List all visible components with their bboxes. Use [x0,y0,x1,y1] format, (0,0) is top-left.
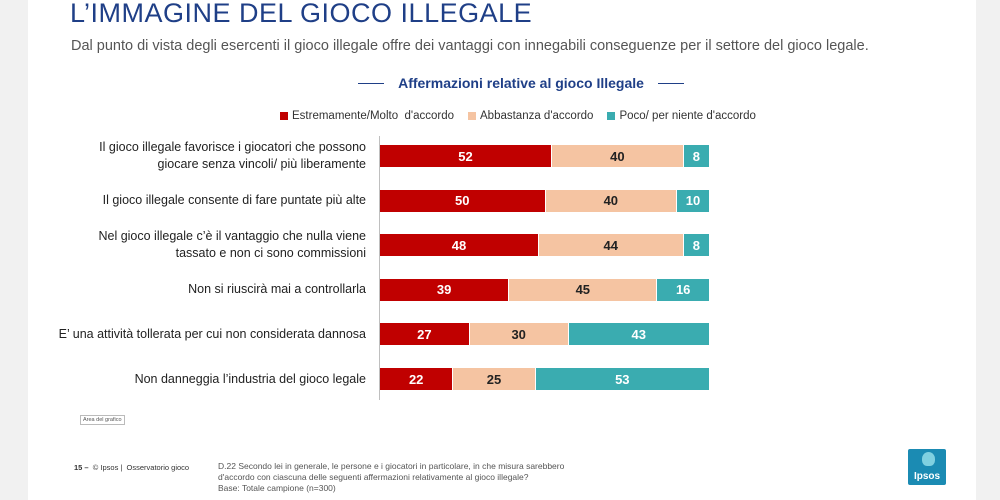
bar-segment-high: 48 [380,234,538,257]
data-label: 40 [603,193,619,209]
bar-segment-low: 53 [534,368,709,390]
data-label: 43 [631,326,646,342]
category-label: Il gioco illegale favorisce i giocatori … [99,140,366,171]
question-footnote: D.22 Secondo lei in generale, le persone… [218,461,638,494]
title-rule-right [657,82,684,84]
data-label: 8 [692,237,700,253]
bar-segment-mid: 40 [544,189,677,212]
legend-label-mid: Abbastanza d'accordo [480,110,594,122]
category-label: Il gioco illegale consente di fare punta… [102,193,366,208]
footer-left: 15 – © Ipsos | Osservatorio gioco [74,463,189,472]
data-label: 45 [575,282,591,298]
bar-segment-mid: 30 [468,323,568,346]
data-label: 44 [603,237,619,253]
bar-segment-mid: 40 [551,145,683,167]
bar-segment-mid: 25 [452,368,535,390]
bar-segment-high: 27 [380,323,469,346]
data-label: 22 [408,371,424,387]
chart-title: Affermazioni relative al gioco Illegale [358,68,684,98]
bar-segment-mid: 44 [537,234,683,257]
bar-segment-low: 8 [682,234,709,257]
footnote-line-3: Base: Totale campione (n=300) [218,483,336,493]
category-label: Non danneggia l’industria del gioco lega… [134,371,366,386]
data-label: 52 [458,148,473,164]
data-label: 25 [486,371,502,387]
data-label: 39 [436,282,452,298]
ipsos-logo: Ipsos [908,449,946,485]
bar-segment-mid: 45 [508,278,657,301]
data-label: 10 [685,193,701,209]
category-axis-line [379,136,380,400]
bar-segment-high: 52 [380,145,552,167]
bar-segment-high: 50 [380,189,545,212]
bar-segment-low: 8 [682,145,709,167]
data-label: 16 [675,282,691,298]
legend-item-high: Estremamente/Molto d'accordo [280,110,454,122]
legend-item-mid: Abbastanza d'accordo [468,110,593,122]
legend-swatch-mid [468,112,476,120]
category-label: Non si riuscirà mai a controllarla [188,282,366,297]
data-label: 40 [610,148,625,164]
bar-segment-high: 22 [380,368,453,390]
slide-title: L’IMMAGINE DEL GIOCO ILLEGALE [70,0,533,28]
legend-swatch-high [280,112,288,120]
data-label: 27 [417,326,432,342]
logo-mark-icon [922,452,935,466]
legend-swatch-low [607,112,616,120]
legend-label-high: Estremamente/Molto d'accordo [292,110,454,122]
footer-separator: | [120,463,123,472]
bar-segment-low: 16 [656,278,709,301]
legend-label-low: Poco/ per niente d'accordo [619,110,756,122]
legend-item-low: Poco/ per niente d'accordo [607,110,756,122]
footer-study: Osservatorio gioco [126,463,190,472]
bar-segment-high: 39 [380,278,509,301]
slide: L’IMMAGINE DEL GIOCO ILLEGALE Dal punto … [28,0,976,500]
bar-segment-low: 43 [567,323,709,346]
chart-legend: Estremamente/Molto d'accordo Abbastanza … [280,110,770,122]
footnote-line-1: D.22 Secondo lei in generale, le persone… [218,461,565,471]
bar-segment-low: 10 [676,189,709,212]
data-label: 50 [455,193,470,209]
category-label: Nel gioco illegale c’è il vantaggio che … [98,229,366,261]
chart-area-label: Area del grafico [80,415,125,425]
data-label: 53 [615,371,630,387]
slide-subtitle: Dal punto di vista degli esercenti il gi… [71,38,869,54]
logo-text: Ipsos [913,471,941,482]
category-label: E’ una attività tollerata per cui non co… [58,326,366,341]
data-label: 8 [692,148,700,164]
title-rule-left [358,82,385,84]
chart-title-text: Affermazioni relative al gioco Illegale [398,75,644,91]
footnote-line-2: d'accordo con ciascuna delle seguenti af… [218,472,529,482]
footer-page-number: 15 – [74,463,89,472]
data-label: 48 [451,237,467,253]
footer-copyright: © Ipsos [92,463,119,472]
data-label: 30 [511,326,526,342]
